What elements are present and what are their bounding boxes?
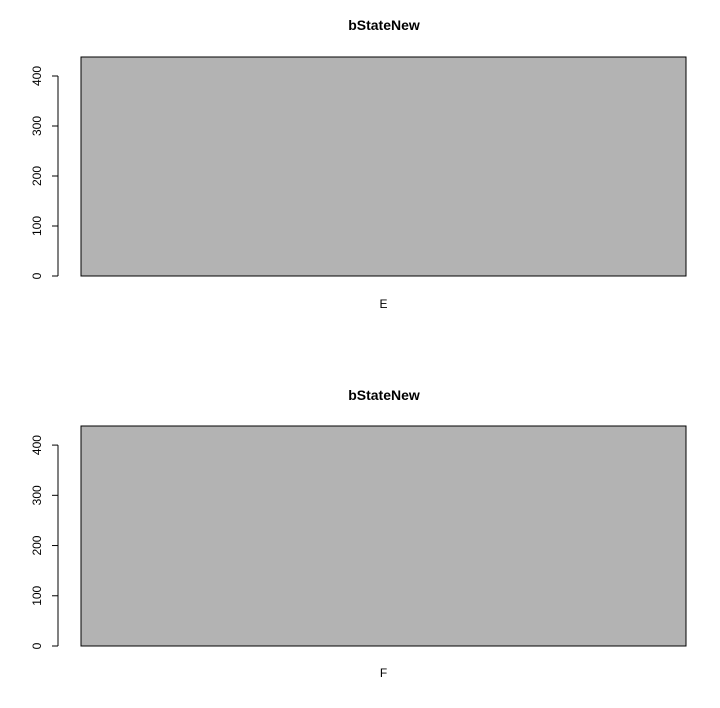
y-tick-label: 0 <box>30 642 44 649</box>
y-tick-label: 400 <box>30 66 44 86</box>
category-label: E <box>379 297 387 311</box>
y-tick-label: 100 <box>30 585 44 605</box>
chart-title: bStateNew <box>348 17 420 33</box>
category-labels: E <box>379 297 387 311</box>
y-tick-label: 200 <box>30 166 44 186</box>
bar <box>80 425 687 647</box>
bar <box>80 56 687 277</box>
bars <box>80 56 687 277</box>
category-label: F <box>380 666 387 680</box>
y-tick-label: 300 <box>30 116 44 136</box>
y-tick-label: 300 <box>30 485 44 505</box>
y-tick-label: 0 <box>30 272 44 279</box>
y-axis: 0 100 200 300 400 <box>30 435 59 649</box>
bars <box>80 425 687 647</box>
y-axis: 0 100 200 300 400 <box>30 66 59 279</box>
y-tick-label: 400 <box>30 435 44 455</box>
category-labels: F <box>380 666 387 680</box>
chart-title: bStateNew <box>348 387 420 403</box>
chart-panel-1: bStateNew 0 100 200 300 400 E <box>30 17 687 311</box>
y-tick-label: 100 <box>30 216 44 236</box>
chart-panel-2: bStateNew 0 100 200 300 400 F <box>0 354 720 708</box>
bar-chart-1: bStateNew 0 100 200 300 400 E <box>30 17 687 311</box>
bar-chart-2: bStateNew 0 100 200 300 400 F <box>30 387 687 680</box>
y-tick-label: 200 <box>30 535 44 555</box>
